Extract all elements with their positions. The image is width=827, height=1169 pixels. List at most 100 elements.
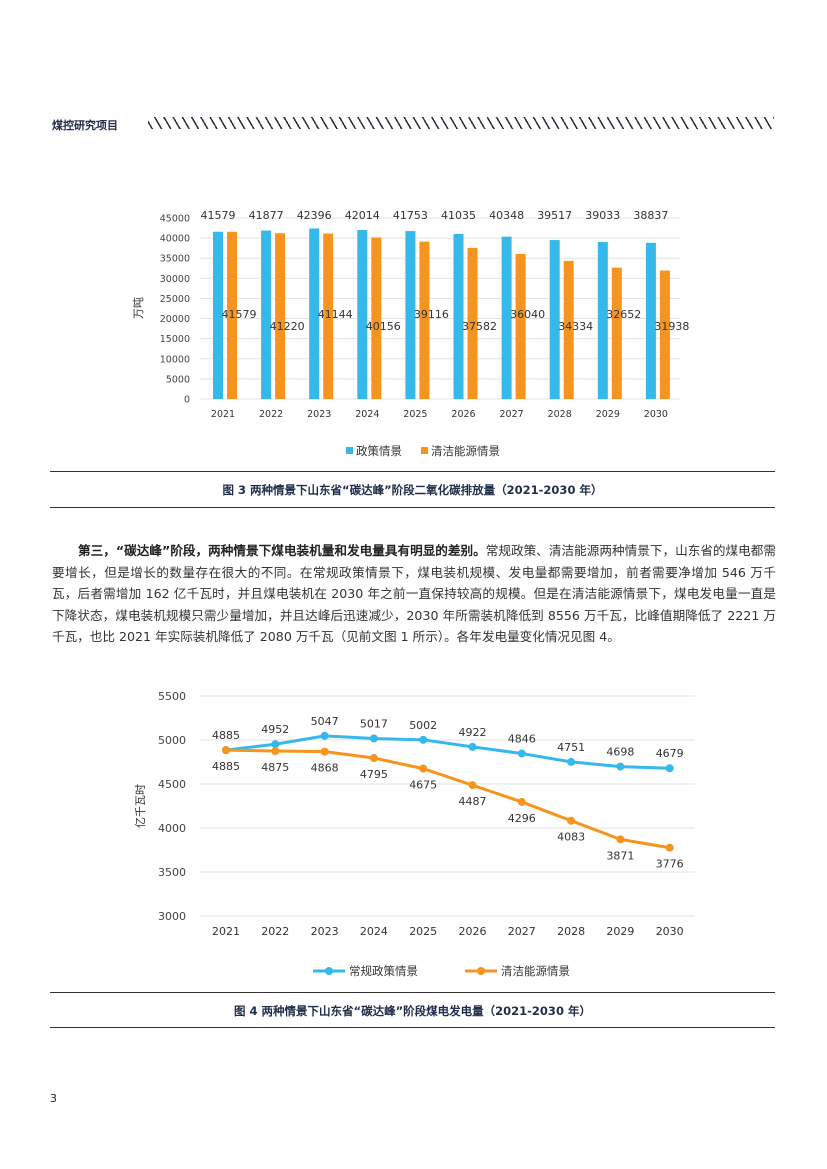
data-point bbox=[222, 746, 230, 755]
y-tick-label: 30000 bbox=[160, 274, 190, 285]
x-tick-label: 2026 bbox=[451, 409, 475, 420]
bar-policy bbox=[357, 230, 368, 399]
y-axis-label: 万吨 bbox=[132, 297, 145, 319]
y-tick-label: 35000 bbox=[160, 254, 190, 265]
data-point bbox=[517, 797, 526, 806]
data-label-policy: 39033 bbox=[585, 209, 620, 222]
data-label-clean-energy: 4675 bbox=[409, 779, 437, 792]
y-tick-label: 3500 bbox=[158, 866, 186, 879]
x-tick-label: 2022 bbox=[259, 409, 283, 420]
legend-marker bbox=[325, 967, 333, 975]
x-tick-label: 2025 bbox=[403, 409, 427, 420]
caption-rule-bottom bbox=[50, 1027, 775, 1028]
legend-swatch bbox=[346, 447, 353, 454]
data-label-clean-energy: 41144 bbox=[318, 308, 353, 321]
x-tick-label: 2021 bbox=[211, 409, 235, 420]
data-label-policy: 5002 bbox=[409, 719, 437, 732]
x-tick-label: 2024 bbox=[355, 409, 379, 420]
data-label-clean-energy: 3776 bbox=[656, 858, 684, 871]
data-point bbox=[665, 764, 674, 773]
y-tick-label: 20000 bbox=[160, 314, 190, 325]
y-tick-label: 5000 bbox=[166, 374, 190, 385]
data-point bbox=[616, 835, 625, 844]
bar-clean-energy bbox=[515, 254, 526, 399]
legend-marker bbox=[477, 967, 485, 975]
data-label-clean-energy: 4296 bbox=[508, 812, 536, 825]
data-point bbox=[271, 747, 280, 755]
data-label-clean-energy: 34334 bbox=[558, 320, 593, 333]
header-hatch-decoration bbox=[148, 117, 774, 129]
bar-clean-energy bbox=[371, 237, 382, 399]
bar-policy bbox=[597, 242, 608, 399]
data-label-clean-energy: 31938 bbox=[654, 320, 689, 333]
data-label-policy: 5017 bbox=[360, 718, 388, 731]
figure-4-caption: 图 4 两种情景下山东省“碳达峰”阶段煤电发电量（2021-2030 年） bbox=[234, 1004, 591, 1018]
data-label-policy: 41877 bbox=[249, 209, 284, 222]
y-tick-label: 4500 bbox=[158, 778, 186, 791]
x-tick-label: 2028 bbox=[557, 925, 585, 938]
data-label-clean-energy: 4885 bbox=[212, 760, 240, 773]
x-tick-label: 2030 bbox=[644, 409, 668, 420]
data-label-policy: 40348 bbox=[489, 209, 524, 222]
data-point bbox=[369, 734, 378, 743]
page-number: 3 bbox=[50, 1092, 57, 1105]
data-label-policy: 41579 bbox=[201, 209, 236, 222]
data-point bbox=[665, 843, 674, 852]
bar-clean-energy bbox=[563, 260, 574, 399]
x-tick-label: 2029 bbox=[596, 409, 620, 420]
y-tick-label: 10000 bbox=[160, 354, 190, 365]
bar-policy bbox=[453, 233, 464, 399]
y-tick-label: 0 bbox=[184, 395, 190, 406]
y-tick-label: 40000 bbox=[160, 234, 190, 245]
data-point bbox=[468, 781, 477, 790]
data-label-policy: 42014 bbox=[345, 209, 380, 222]
x-tick-label: 2027 bbox=[508, 925, 536, 938]
bar-policy bbox=[501, 236, 512, 399]
data-label-clean-energy: 41579 bbox=[222, 308, 257, 321]
data-label-clean-energy: 3871 bbox=[606, 849, 634, 862]
bar-clean-energy bbox=[227, 231, 237, 399]
caption-rule-top bbox=[50, 992, 775, 993]
data-point bbox=[616, 762, 625, 771]
y-axis-label: 亿千瓦时 bbox=[134, 784, 147, 828]
legend-swatch bbox=[421, 447, 428, 454]
data-label-policy: 38837 bbox=[633, 209, 668, 222]
data-point bbox=[419, 735, 428, 744]
body-paragraph: 第三，“碳达峰”阶段，两种情景下煤电装机量和发电量具有明显的差别。常规政策、清洁… bbox=[52, 540, 776, 648]
y-tick-label: 45000 bbox=[160, 214, 190, 225]
bar-clean-energy bbox=[659, 270, 670, 399]
legend-label: 清洁能源情景 bbox=[431, 444, 500, 458]
x-tick-label: 2023 bbox=[311, 925, 339, 938]
caption-rule-bottom bbox=[50, 507, 775, 508]
bar-policy bbox=[261, 230, 272, 399]
chart-coal-power-generation: 3000 3500 4000 4500 5000 5500 亿千瓦时 2021 2022 2023… bbox=[134, 690, 695, 978]
data-label-policy: 41035 bbox=[441, 209, 476, 222]
x-tick-label: 2029 bbox=[606, 925, 634, 938]
chart-co2-emissions: 0 5000 10000 15000 20000 25000 30000 35000 40000… bbox=[132, 209, 689, 458]
bar-policy bbox=[549, 240, 560, 399]
x-tick-label: 2021 bbox=[212, 925, 240, 938]
bar-clean-energy bbox=[467, 247, 478, 399]
data-label-clean-energy: 4795 bbox=[360, 768, 388, 781]
data-label-clean-energy: 4875 bbox=[261, 761, 289, 774]
x-tick-label: 2024 bbox=[360, 925, 388, 938]
data-point bbox=[320, 731, 329, 740]
line-policy bbox=[225, 734, 670, 770]
legend-label: 政策情景 bbox=[356, 444, 402, 458]
x-tick-label: 2022 bbox=[261, 925, 289, 938]
data-point bbox=[271, 740, 280, 749]
bar-clean-energy bbox=[275, 233, 286, 399]
y-tick-label: 3000 bbox=[158, 910, 186, 923]
paragraph-body: 常规政策、清洁能源两种情景下，山东省的煤电都需要增长，但是增长的数量存在很大的不… bbox=[52, 543, 777, 644]
y-tick-label: 25000 bbox=[160, 294, 190, 305]
bar-policy bbox=[309, 228, 320, 399]
x-tick-label: 2028 bbox=[548, 409, 572, 420]
data-label-policy: 39517 bbox=[537, 209, 572, 222]
data-label-clean-energy: 32652 bbox=[606, 308, 641, 321]
paragraph-lead: 第三，“碳达峰”阶段，两种情景下煤电装机量和发电量具有明显的差别。 bbox=[78, 543, 486, 558]
figure-3-caption: 图 3 两种情景下山东省“碳达峰”阶段二氧化碳排放量（2021-2030 年） bbox=[222, 483, 603, 497]
data-point bbox=[567, 816, 576, 825]
data-label-policy: 4698 bbox=[606, 746, 634, 759]
data-point bbox=[369, 754, 378, 763]
